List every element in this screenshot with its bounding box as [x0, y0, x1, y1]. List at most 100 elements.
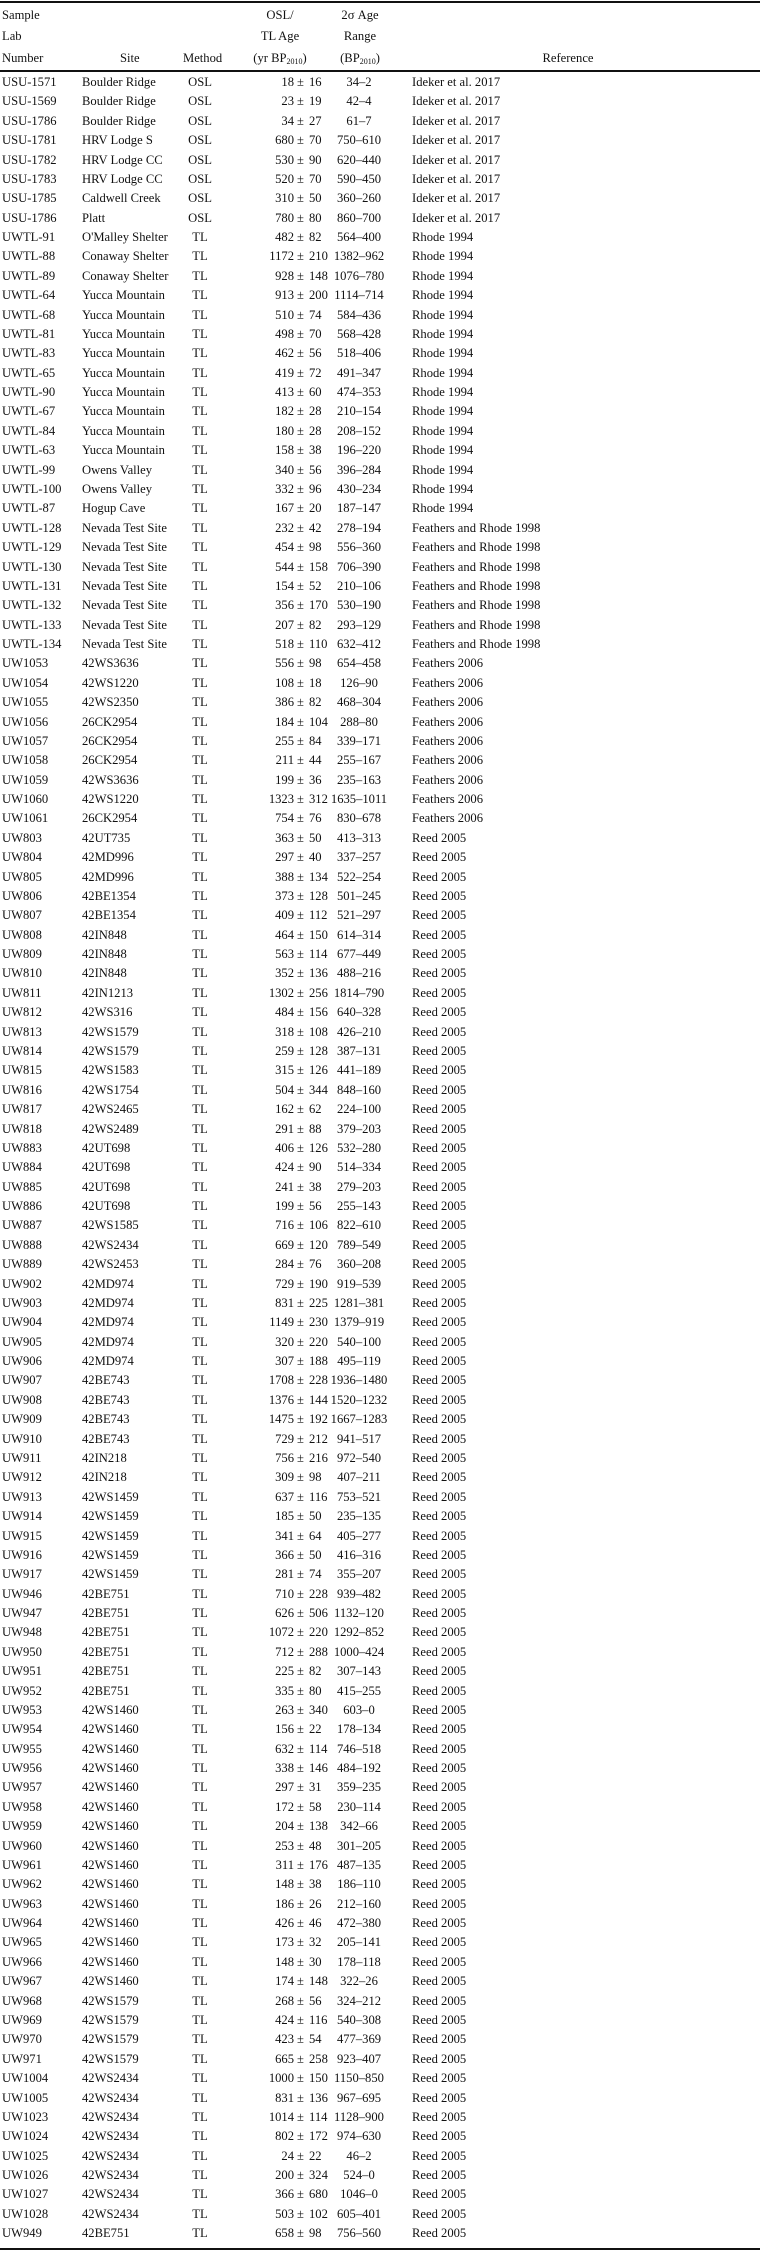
cell-site: 42BE751 — [82, 1586, 130, 1601]
cell-age: 780 — [275, 210, 294, 225]
table-row: UW948 42BE751 TL 1072 ±220 1292–852 Reed 2005 — [0, 1623, 760, 1642]
table-row: UW816 42WS1754 TL 504 ±344 848–160 Reed 2005 — [0, 1081, 760, 1100]
cell-method: TL — [192, 1683, 208, 1698]
cell-lab-number: USU-1785 — [2, 191, 57, 206]
cell-site: 42BE751 — [82, 1683, 130, 1698]
table-row: UW971 42WS1579 TL 665 ±258 923–407 Reed 2005 — [0, 2050, 760, 2069]
table-row: UW904 42MD974 TL 1149 ±230 1379–919 Reed 2005 — [0, 1313, 760, 1332]
cell-age-range: 488–216 — [336, 966, 382, 981]
cell-site: 42WS1459 — [82, 1509, 139, 1524]
cell-age-range: 288–80 — [340, 714, 378, 729]
cell-age: 341 — [275, 1528, 294, 1543]
cell-age-error: 156 — [309, 1005, 328, 1020]
table-row: USU-1571 Boulder Ridge OSL 18 ±16 34–2 Ideker … — [0, 73, 760, 92]
cell-lab-number: UW1004 — [2, 2071, 49, 2086]
cell-method: TL — [192, 772, 208, 787]
cell-age: 530 — [275, 152, 294, 167]
cell-method: OSL — [188, 75, 212, 89]
plus-minus-sign: ± — [297, 1082, 304, 1097]
cell-method: TL — [192, 1470, 208, 1485]
cell-age-error: 146 — [309, 1761, 328, 1776]
cell-age-error: 64 — [309, 1528, 322, 1543]
cell-age: 24 — [281, 2148, 294, 2163]
cell-lab-number: UW816 — [2, 1082, 42, 1097]
cell-lab-number: UW1058 — [2, 753, 49, 768]
bottom-rule — [0, 2248, 760, 2250]
cell-lab-number: UWTL-128 — [2, 520, 62, 535]
cell-lab-number: UW883 — [2, 1140, 42, 1155]
cell-reference: Reed 2005 — [412, 830, 467, 845]
plus-minus-sign: ± — [297, 1974, 304, 1989]
plus-minus-sign: ± — [297, 1354, 304, 1369]
cell-age-range: 532–280 — [336, 1140, 382, 1155]
cell-lab-number: UWTL-83 — [2, 346, 56, 361]
cell-age-error: 216 — [309, 1450, 328, 1465]
table-row: UW952 42BE751 TL 335 ±80 415–255 Reed 2005 — [0, 1682, 760, 1701]
cell-reference: Reed 2005 — [412, 888, 467, 903]
cell-site: Platt — [82, 210, 106, 225]
cell-age-error: 28 — [309, 423, 322, 438]
table-row: UW805 42MD996 TL 388 ±134 522–254 Reed 2005 — [0, 868, 760, 887]
cell-age-range: 61–7 — [346, 113, 372, 128]
cell-method: TL — [192, 1722, 208, 1737]
plus-minus-sign: ± — [297, 230, 304, 245]
cell-age: 185 — [275, 1509, 294, 1524]
cell-site: 42WS1579 — [82, 2013, 139, 2027]
cell-reference: Reed 2005 — [412, 1896, 467, 1911]
cell-lab-number: UW903 — [2, 1295, 42, 1310]
cell-method: TL — [192, 985, 208, 1000]
cell-site: 42MD996 — [82, 869, 134, 884]
cell-age: 172 — [275, 1799, 294, 1814]
cell-method: TL — [192, 888, 208, 903]
cell-site: 42WS2465 — [82, 1102, 139, 1117]
cell-site: 42UT698 — [82, 1160, 131, 1175]
cell-site: Conaway Shelter — [82, 249, 169, 264]
cell-site: Boulder Ridge — [82, 75, 156, 89]
plus-minus-sign: ± — [297, 1063, 304, 1078]
cell-method: TL — [192, 268, 208, 283]
cell-method: TL — [192, 1799, 208, 1814]
plus-minus-sign: ± — [297, 481, 304, 496]
cell-site: 42BE743 — [82, 1431, 130, 1446]
cell-site: 42IN848 — [82, 927, 127, 942]
cell-age-error: 176 — [309, 1857, 328, 1872]
table-row: UWTL-68 Yucca Mountain TL 510 ±74 584–436 Rhod… — [0, 306, 760, 325]
cell-lab-number: UWTL-133 — [2, 617, 62, 632]
cell-age-range: 1114–714 — [334, 288, 384, 303]
plus-minus-sign: ± — [297, 675, 304, 690]
cell-age: 518 — [275, 637, 294, 652]
cell-reference: Reed 2005 — [412, 2187, 467, 2202]
cell-reference: Rhode 1994 — [412, 404, 474, 419]
cell-method: TL — [192, 1780, 208, 1795]
table-row: UW914 42WS1459 TL 185 ±50 235–135 Reed 2005 — [0, 1507, 760, 1526]
cell-reference: Reed 2005 — [412, 1819, 467, 1834]
cell-age-error: 38 — [309, 1877, 322, 1892]
plus-minus-sign: ± — [297, 540, 304, 555]
cell-age: 315 — [275, 1063, 294, 1078]
cell-method: TL — [192, 927, 208, 942]
cell-age-range: 540–308 — [336, 2013, 382, 2027]
cell-age-range: 355–207 — [336, 1567, 382, 1582]
cell-reference: Reed 2005 — [412, 2206, 467, 2221]
cell-age-range: 278–194 — [336, 520, 382, 535]
header-range-line1: 2σ Age — [341, 8, 379, 22]
cell-age: 831 — [275, 2090, 294, 2105]
cell-age-range: 212–160 — [336, 1896, 382, 1911]
cell-method: TL — [192, 230, 208, 245]
cell-lab-number: UW965 — [2, 1935, 42, 1950]
cell-method: TL — [192, 1857, 208, 1872]
table-row: UW965 42WS1460 TL 173 ±32 205–141 Reed 2005 — [0, 1933, 760, 1952]
cell-age-range: 196–220 — [336, 443, 382, 458]
cell-method: TL — [192, 1024, 208, 1039]
cell-lab-number: UW887 — [2, 1218, 42, 1233]
cell-method: OSL — [188, 152, 212, 167]
cell-reference: Feathers and Rhode 1998 — [412, 578, 541, 593]
cell-age: 756 — [275, 1450, 294, 1465]
cell-method: TL — [192, 1412, 208, 1427]
cell-site: 42WS1460 — [82, 1722, 139, 1737]
header-range-close: ) — [375, 51, 380, 65]
cell-age: 1708 — [268, 1373, 294, 1388]
cell-lab-number: UW1027 — [2, 2187, 49, 2202]
cell-age-error: 82 — [309, 230, 322, 245]
cell-site: 42UT735 — [82, 830, 131, 845]
